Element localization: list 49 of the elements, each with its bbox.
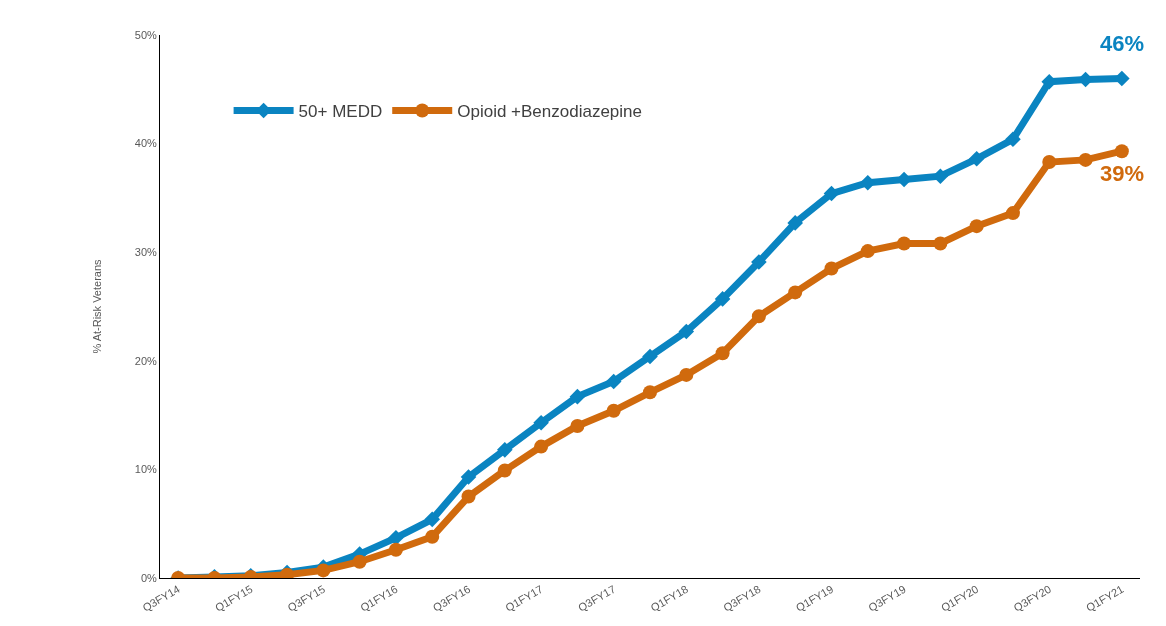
point	[388, 542, 403, 557]
y-tick-label: 10%	[134, 463, 157, 476]
point	[824, 261, 839, 276]
point	[388, 530, 404, 546]
point	[823, 185, 840, 202]
point	[715, 346, 730, 361]
point	[460, 469, 477, 485]
point	[1042, 155, 1057, 170]
annotation: 39%	[1100, 161, 1145, 186]
point	[1005, 206, 1020, 221]
point	[678, 323, 695, 340]
point	[897, 236, 912, 251]
point	[569, 388, 586, 405]
point	[933, 236, 948, 251]
point	[570, 418, 585, 433]
point	[533, 414, 549, 431]
y-tick-label: 20%	[134, 354, 157, 367]
point	[751, 309, 766, 324]
point	[424, 511, 441, 528]
y-tick-label: 0%	[140, 571, 158, 584]
point	[1005, 131, 1021, 148]
point	[714, 291, 731, 307]
point	[534, 439, 549, 454]
point	[425, 529, 440, 544]
point	[787, 215, 803, 231]
point	[643, 385, 657, 400]
point	[1078, 152, 1093, 167]
point	[969, 219, 984, 234]
point	[352, 554, 367, 569]
point	[1114, 144, 1129, 159]
point	[497, 463, 512, 478]
y-tick-label: 50%	[134, 28, 157, 41]
point	[605, 373, 622, 390]
point	[968, 151, 985, 167]
point	[461, 489, 476, 504]
point	[316, 563, 331, 578]
y-tick-label: 40%	[134, 137, 157, 150]
point	[642, 348, 658, 365]
legend-label: Opioid +Benzodiazepine	[457, 102, 643, 122]
legend-label: 50+ MEDD	[298, 102, 383, 122]
point	[679, 367, 694, 382]
point	[860, 244, 875, 259]
y-axis-title: % At-Risk Veterans	[91, 258, 104, 354]
point	[606, 403, 621, 418]
y-tick-label: 30%	[134, 246, 157, 259]
point	[788, 285, 803, 300]
point	[751, 254, 767, 270]
annotation: 46%	[1100, 31, 1145, 56]
point	[497, 442, 513, 458]
